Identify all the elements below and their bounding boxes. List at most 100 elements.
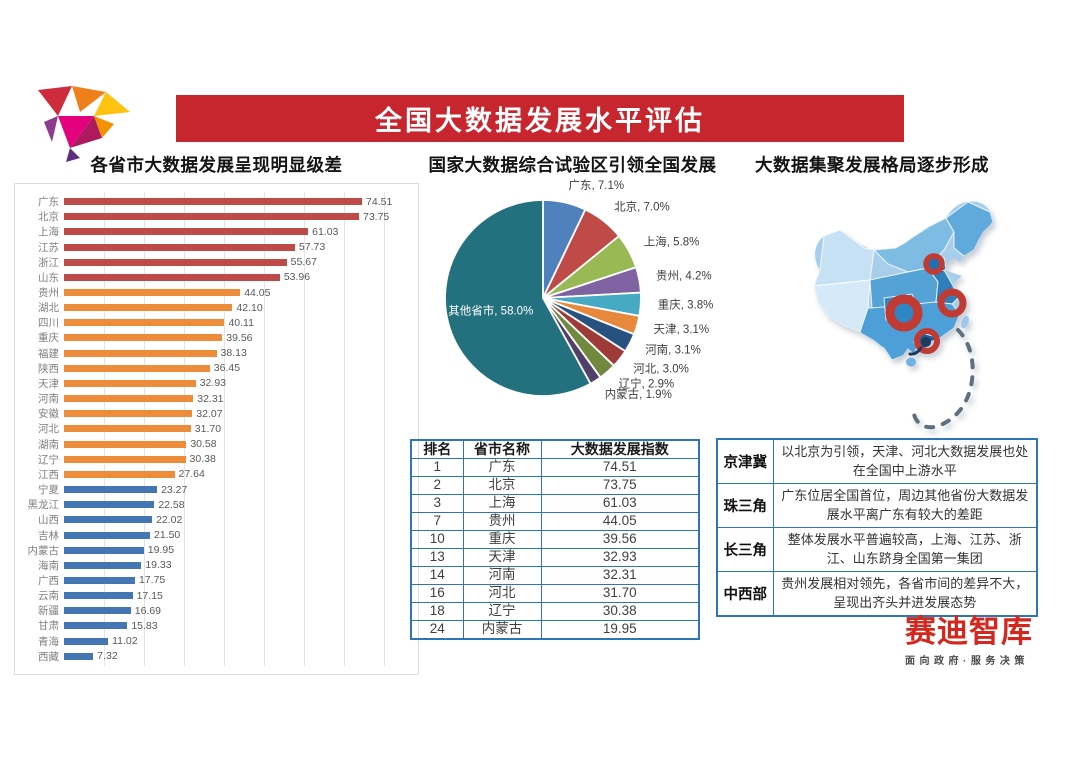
rank-table-row: 7 贵州 44.05 [410,512,700,531]
bar-category-label: 湖南 [38,438,59,451]
rank-table-cell: 31.70 [540,584,700,603]
bar-category-label: 江苏 [38,241,59,254]
bar [64,637,109,645]
brand-name: 赛迪智库 [905,614,1033,649]
bar-row: 浙江 55.67 [19,255,418,270]
bar-value-label: 55.67 [290,256,317,269]
rank-table-cell: 73.75 [540,476,700,495]
hainan-island [906,357,916,367]
bar-category-label: 河北 [38,423,59,436]
rank-table-cell: 2 [410,476,464,495]
pie-label: 广东, 7.1% [569,179,625,192]
rank-table-row: 18 辽宁 30.38 [410,602,700,621]
bar-chart-panel: 广东 74.51 北京 73.75 上海 61.03 江苏 57.73 浙江 55.67 山东 53.… [14,183,419,675]
bar [64,334,223,342]
marker-pearl-delta [914,328,940,354]
rank-table-cell: 39.56 [540,530,700,549]
bar-row: 四川 40.11 [19,315,418,330]
bar-category-label: 甘肃 [38,620,59,633]
bar-row: 西藏 7.32 [19,649,418,664]
bar-category-label: 江西 [38,468,59,481]
bar-row: 新疆 16.69 [19,603,418,618]
bar-section-title: 各省市大数据发展呈现明显级差 [90,155,343,175]
marker-pearl-delta-core [921,337,931,347]
pie-label: 天津, 3.1% [654,323,710,336]
bar-category-label: 新疆 [38,605,59,618]
bar-value-label: 32.31 [197,392,224,405]
bar-track: 16.69 [64,605,418,617]
rank-table-cell: 32.93 [540,548,700,567]
rank-table-cell: 辽宁 [462,602,542,621]
marker-southwest-cluster [885,294,923,332]
china-map-panel [768,192,1018,437]
rank-table-cell: 74.51 [540,458,700,477]
bar-value-label: 40.11 [228,316,254,329]
bar-row: 山东 53.96 [19,270,418,285]
bar-track: 30.58 [64,438,418,450]
bar-category-label: 上海 [38,226,59,239]
brand-logo: 赛迪智库 面向政府·服务决策 [905,614,1055,666]
pie-chart: 广东, 7.1% 北京, 7.0% 上海, 5.8% 贵州, 4.2% 重庆, 3.8%… [444,179,713,401]
bar-value-label: 17.75 [139,574,166,587]
bar-track: 38.13 [64,347,418,359]
rank-table-cell: 1 [410,458,464,477]
bar-category-label: 安徽 [38,408,59,421]
marker-pearl-tail [908,346,923,356]
bar-row: 内蒙古 19.95 [19,543,418,558]
bar-track: 17.75 [64,574,418,586]
pie-section-title: 国家大数据综合试验区引领全国发展 [428,155,717,175]
region-name: 中西部 [716,571,774,617]
bar-value-label: 17.15 [136,589,163,602]
bar-row: 江苏 57.73 [19,239,418,254]
page-title: 全国大数据发展水平评估 [375,106,705,136]
pie-label: 其他省市, 58.0% [448,304,533,318]
bar-category-label: 海南 [38,559,59,572]
bar-track: 30.38 [64,453,418,465]
taiwan-island [961,315,969,329]
bar-value-label: 19.33 [145,559,172,572]
bar-category-label: 广东 [38,196,59,209]
bar [64,576,135,584]
bar-track: 74.51 [64,196,418,208]
bar-value-label: 22.58 [158,498,185,511]
bar [64,652,94,660]
rank-table-cell: 广东 [462,458,542,477]
rank-table-cell: 上海 [462,494,542,513]
bar-value-label: 61.03 [312,225,339,238]
bar-track: 57.73 [64,241,418,253]
bar-value-label: 53.96 [283,271,311,284]
bar-row: 北京 73.75 [19,209,418,224]
bar [64,546,144,554]
bar-category-label: 宁夏 [38,484,59,497]
bar-row: 陕西 36.45 [19,361,418,376]
bar-value-label: 38.13 [220,347,247,360]
rank-table-cell: 天津 [462,548,542,567]
rank-table-header-cell: 大数据发展指数 [540,439,700,459]
pie-label: 贵州, 4.2% [656,270,712,283]
bar-category-label: 河南 [38,393,59,406]
bar-category-label: 黑龙江 [27,499,60,512]
bar-track: 55.67 [64,256,418,268]
bar [64,607,131,615]
bar [64,440,187,448]
region-name: 长三角 [716,527,774,572]
bar-track: 19.33 [64,559,418,571]
title-banner: 全国大数据发展水平评估 [176,95,904,142]
bar-track: 7.32 [64,650,418,662]
rank-table-cell: 16 [410,584,464,603]
bar [64,304,233,312]
bar-value-label: 30.38 [189,453,216,466]
bar-category-label: 北京 [38,211,59,224]
decorative-triangles-logo [14,84,134,184]
china-map [814,201,993,430]
bar-row: 云南 17.15 [19,588,418,603]
marker-yangtze-delta [937,288,967,318]
bar [64,425,191,433]
rank-table-row: 14 河南 32.31 [410,566,700,585]
bar [64,273,280,281]
bar-row: 安徽 32.07 [19,406,418,421]
pie-label: 辽宁, 2.9% [619,377,675,391]
bar-category-label: 天津 [38,377,59,390]
nine-dash-line [912,328,975,430]
bar-value-label: 32.07 [196,407,223,420]
